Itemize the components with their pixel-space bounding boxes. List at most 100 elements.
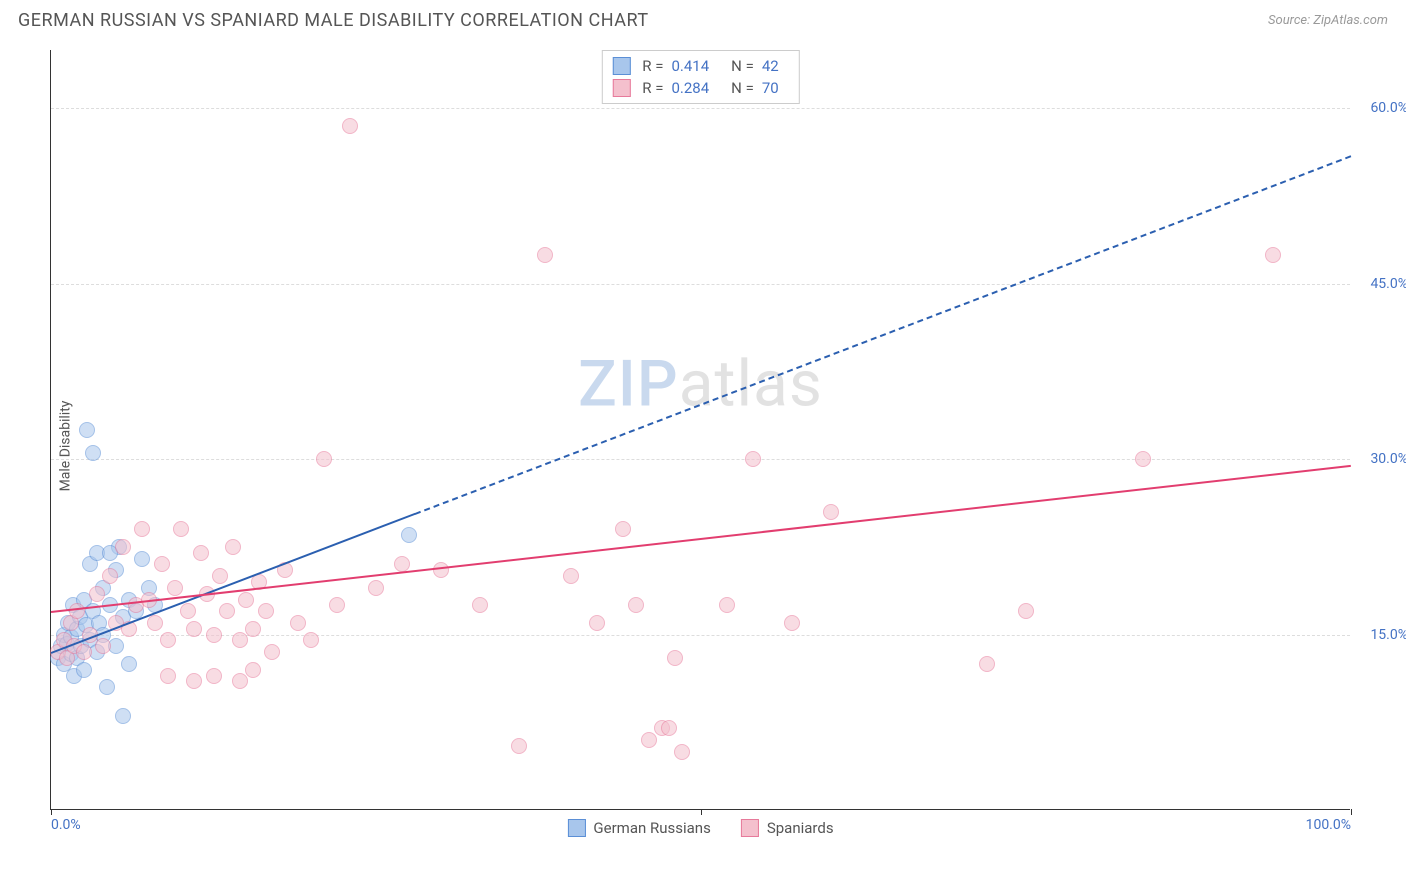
data-point bbox=[1018, 603, 1034, 619]
data-point bbox=[186, 673, 202, 689]
legend-r-label: R = bbox=[642, 79, 663, 97]
data-point bbox=[719, 597, 735, 613]
data-point bbox=[186, 621, 202, 637]
data-point bbox=[472, 597, 488, 613]
y-tick-label: 15.0% bbox=[1370, 627, 1406, 643]
data-point bbox=[589, 615, 605, 631]
data-point bbox=[99, 679, 115, 695]
data-point bbox=[537, 247, 553, 263]
data-point bbox=[115, 708, 131, 724]
legend-r-value: 0.414 bbox=[671, 57, 709, 75]
data-point bbox=[238, 592, 254, 608]
data-point bbox=[206, 668, 222, 684]
data-point bbox=[147, 615, 163, 631]
data-point bbox=[173, 521, 189, 537]
data-point bbox=[245, 621, 261, 637]
data-point bbox=[368, 580, 384, 596]
data-point bbox=[79, 422, 95, 438]
legend-r-value: 0.284 bbox=[671, 79, 709, 97]
data-point bbox=[329, 597, 345, 613]
legend-n-value: 70 bbox=[762, 79, 779, 97]
data-point bbox=[784, 615, 800, 631]
data-point bbox=[206, 627, 222, 643]
data-point bbox=[225, 539, 241, 555]
legend-series-label: German Russians bbox=[593, 819, 710, 837]
data-point bbox=[134, 551, 150, 567]
data-point bbox=[342, 118, 358, 134]
data-point bbox=[76, 644, 92, 660]
data-point bbox=[69, 603, 85, 619]
x-tick-mark bbox=[51, 809, 52, 815]
data-point bbox=[193, 545, 209, 561]
data-point bbox=[160, 668, 176, 684]
legend-stats: R = 0.414 N = 42 R = 0.284 N = 70 bbox=[601, 50, 799, 104]
legend-n-label: N = bbox=[731, 79, 754, 97]
data-point bbox=[219, 603, 235, 619]
x-tick-mark bbox=[1351, 809, 1352, 815]
legend-swatch bbox=[567, 819, 585, 837]
legend-r-label: R = bbox=[642, 57, 663, 75]
data-point bbox=[401, 527, 417, 543]
data-point bbox=[89, 586, 105, 602]
data-point bbox=[154, 556, 170, 572]
data-point bbox=[316, 451, 332, 467]
data-point bbox=[433, 562, 449, 578]
data-point bbox=[563, 568, 579, 584]
data-point bbox=[232, 632, 248, 648]
legend-series-label: Spaniards bbox=[767, 819, 834, 837]
data-point bbox=[167, 580, 183, 596]
data-point bbox=[667, 650, 683, 666]
trendline bbox=[51, 465, 1351, 613]
data-point bbox=[674, 744, 690, 760]
y-tick-label: 30.0% bbox=[1370, 451, 1406, 467]
data-point bbox=[264, 644, 280, 660]
chart-title: GERMAN RUSSIAN VS SPANIARD MALE DISABILI… bbox=[18, 10, 649, 31]
header: GERMAN RUSSIAN VS SPANIARD MALE DISABILI… bbox=[0, 0, 1406, 35]
data-point bbox=[290, 615, 306, 631]
y-tick-label: 45.0% bbox=[1370, 276, 1406, 292]
data-point bbox=[102, 568, 118, 584]
watermark-zip: ZIP bbox=[578, 346, 679, 421]
data-point bbox=[76, 662, 92, 678]
data-point bbox=[134, 521, 150, 537]
legend-n-value: 42 bbox=[762, 57, 779, 75]
plot-wrapper: ZIPatlas R =0.414N =42R =0.284N =70 Germ… bbox=[50, 50, 1350, 810]
data-point bbox=[745, 451, 761, 467]
data-point bbox=[615, 521, 631, 537]
data-point bbox=[212, 568, 228, 584]
legend-n-label: N = bbox=[731, 57, 754, 75]
data-point bbox=[511, 738, 527, 754]
data-point bbox=[258, 603, 274, 619]
data-point bbox=[160, 632, 176, 648]
legend-series-item: Spaniards bbox=[741, 819, 834, 837]
gridline bbox=[51, 284, 1350, 285]
data-point bbox=[95, 638, 111, 654]
x-tick-label: 100.0% bbox=[1306, 817, 1351, 833]
gridline bbox=[51, 459, 1350, 460]
legend-stat-row: R = 0.414 N = 42 bbox=[612, 55, 788, 77]
data-point bbox=[115, 539, 131, 555]
data-point bbox=[121, 656, 137, 672]
legend-series-item: German Russians bbox=[567, 819, 710, 837]
data-point bbox=[232, 673, 248, 689]
gridline bbox=[51, 108, 1350, 109]
x-tick-label: 0.0% bbox=[51, 817, 81, 833]
data-point bbox=[1265, 247, 1281, 263]
data-point bbox=[628, 597, 644, 613]
legend-swatch bbox=[612, 79, 630, 97]
data-point bbox=[303, 632, 319, 648]
data-point bbox=[180, 603, 196, 619]
plot-area: ZIPatlas R =0.414N =42R =0.284N =70 Germ… bbox=[50, 50, 1350, 810]
data-point bbox=[1135, 451, 1151, 467]
trendline bbox=[415, 155, 1352, 515]
legend-swatch bbox=[612, 57, 630, 75]
watermark: ZIPatlas bbox=[578, 346, 823, 421]
x-tick-mark bbox=[701, 809, 702, 815]
data-point bbox=[245, 662, 261, 678]
data-point bbox=[823, 504, 839, 520]
legend-series: German Russians Spaniards bbox=[567, 819, 833, 837]
chart-container: GERMAN RUSSIAN VS SPANIARD MALE DISABILI… bbox=[0, 0, 1406, 892]
legend-stat-row: R = 0.284 N = 70 bbox=[612, 77, 788, 99]
data-point bbox=[85, 445, 101, 461]
data-point bbox=[979, 656, 995, 672]
